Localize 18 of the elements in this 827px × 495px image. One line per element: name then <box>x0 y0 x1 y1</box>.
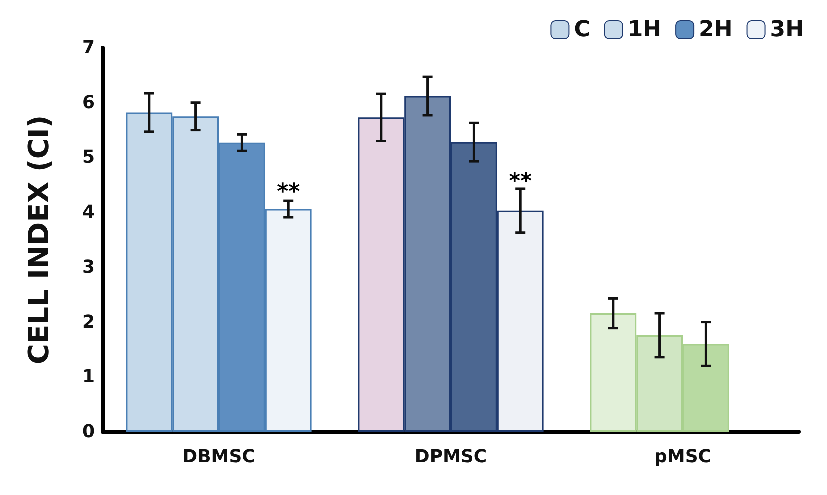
y-tick-label: 6 <box>82 92 95 114</box>
y-tick-label: 1 <box>82 366 95 388</box>
y-tick-label: 4 <box>82 202 95 224</box>
legend-label: C <box>574 18 590 42</box>
y-tick-label: 5 <box>82 147 95 168</box>
y-tick-label: 2 <box>82 312 95 333</box>
x-tick-label: DPMSC <box>414 446 488 468</box>
legend-label: 1H <box>628 18 662 42</box>
y-tick-label: 0 <box>82 422 95 442</box>
x-tick-label: pMSC <box>654 446 712 468</box>
x-tick-label: DBMSC <box>182 446 256 468</box>
annotation: ** <box>277 180 301 206</box>
annotation: ** <box>509 170 533 195</box>
y-tick-label: 7 <box>82 38 95 58</box>
legend-label: 2H <box>699 18 733 42</box>
y-axis-title: CELL INDEX (CI) <box>22 115 56 365</box>
legend-label: 3H <box>770 18 804 42</box>
y-tick-label: 3 <box>82 256 95 278</box>
